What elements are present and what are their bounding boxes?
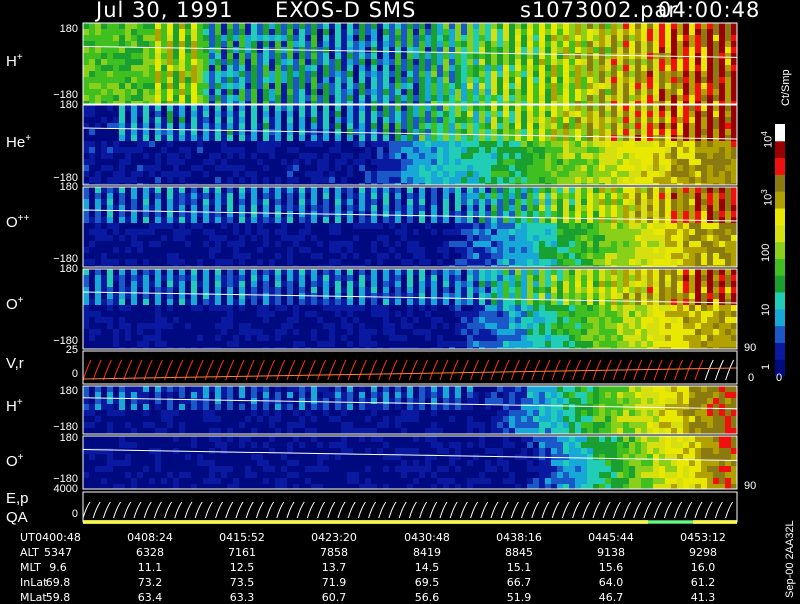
header-file: s1073002.par [520,0,678,22]
panel-label-o-plus: O+ [6,295,24,313]
right-tick-90: 90 [744,480,756,492]
cell-ut: 0400:48 [26,531,90,544]
panel-h-plus-2 [83,386,737,434]
cell-inlat: 73.5 [210,576,274,589]
cell-mlt: 15.1 [487,561,551,574]
panel-label-h-plus-2: H+ [6,397,23,415]
cell-mlat: 59.8 [26,591,90,604]
cell-mlt: 16.0 [671,561,735,574]
cell-mlt: 11.1 [118,561,182,574]
panel-label-he-plus: He+ [6,133,31,151]
cell-ut: 0445:44 [579,531,643,544]
right-tick-0: 0 [748,372,754,384]
panel-label-qa: QA [6,509,28,526]
tick-180: 180 [34,263,78,275]
cell-inlat: 61.2 [671,576,735,589]
panel-h-plus [83,23,737,104]
cell-mlt: 13.7 [302,561,366,574]
cell-ut: 0438:16 [487,531,551,544]
cell-ut: 0415:52 [210,531,274,544]
cell-alt: 8845 [487,546,551,559]
panel-label-o-plus-2: O+ [6,452,24,470]
colorbar-tick-1: 1 [760,364,772,370]
cell-ut: 0423:20 [302,531,366,544]
cell-alt: 8419 [395,546,459,559]
panel-label-o-plusplus: O++ [6,213,29,231]
cell-inlat: 69.8 [26,576,90,589]
colorbar-tick-0: 0 [776,372,782,384]
tick-180: 180 [34,432,78,444]
cell-inlat: 71.9 [302,576,366,589]
tick-180: 180 [34,181,78,193]
panel-ep [83,492,737,524]
cell-mlat: 51.9 [487,591,551,604]
cell-ut: 0408:24 [118,531,182,544]
cell-mlt: 12.5 [210,561,274,574]
tick-0: 0 [34,368,78,380]
header-mission: EXOS-D SMS [275,0,416,22]
header-time: 04:00:48 [658,0,760,22]
tick-4000: 4000 [34,483,78,495]
cell-inlat: 73.2 [118,576,182,589]
panel-label-h-plus: H+ [6,52,23,70]
cell-mlat: 63.3 [210,591,274,604]
cell-mlat: 60.7 [302,591,366,604]
tick-180: 180 [34,23,78,35]
cell-ut: 0453:12 [671,531,735,544]
cell-alt: 5347 [26,546,90,559]
header-date: Jul 30, 1991 [96,0,234,22]
panel-vr [83,351,737,384]
colorbar-tick-1e3: 103 [760,189,775,206]
cell-alt: 9298 [671,546,735,559]
side-note: Sep-00 2AA32L [784,520,796,598]
cell-mlt: 9.6 [26,561,90,574]
right-tick-90: 90 [744,342,756,354]
panel-label-vr: V,r [6,355,24,372]
cell-alt: 7161 [210,546,274,559]
panel-label-ep: E,p [6,490,29,507]
cell-inlat: 69.5 [395,576,459,589]
cell-alt: 9138 [579,546,643,559]
cell-mlt: 14.5 [395,561,459,574]
colorbar-title: Ct/Smp [780,69,792,106]
cell-mlt: 15.6 [579,561,643,574]
cell-alt: 6328 [118,546,182,559]
panel-o-plus [83,269,737,349]
panel-o-plusplus [83,187,737,267]
tick-180: 180 [34,99,78,111]
cell-mlat: 63.4 [118,591,182,604]
colorbar [775,124,785,377]
panel-he-plus [83,105,737,185]
cell-inlat: 64.0 [579,576,643,589]
cell-alt: 7858 [302,546,366,559]
tick-25: 25 [34,344,78,356]
cell-ut: 0430:48 [395,531,459,544]
colorbar-tick-1e4: 104 [760,131,775,148]
cell-mlat: 46.7 [579,591,643,604]
colorbar-tick-10: 10 [760,304,772,316]
panel-o-plus-2 [83,436,737,489]
tick-0: 0 [34,508,78,520]
cell-mlat: 56.6 [395,591,459,604]
colorbar-tick-100: 100 [760,244,772,262]
cell-inlat: 66.7 [487,576,551,589]
tick-180: 180 [34,385,78,397]
cell-mlat: 41.3 [671,591,735,604]
